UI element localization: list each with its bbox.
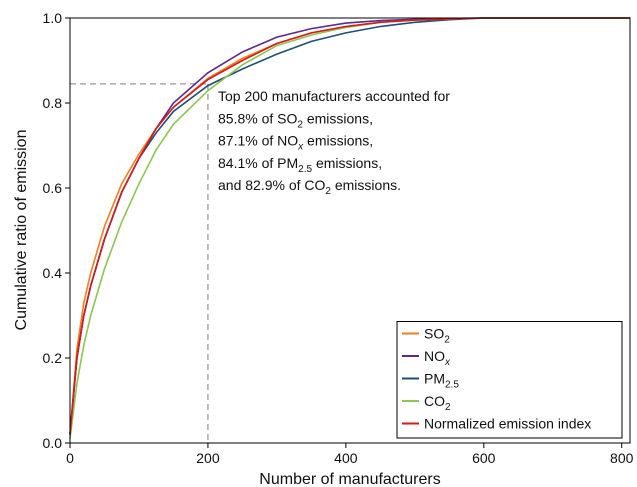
text-part: 84.1% of PM bbox=[218, 155, 298, 171]
plot-frame bbox=[69, 17, 631, 444]
text-part: emissions, bbox=[303, 110, 373, 126]
rich-text: PM2.5 bbox=[424, 371, 459, 391]
text-part: Top 200 manufacturers accounted for bbox=[218, 88, 450, 104]
text-part: Normalized emission index bbox=[424, 416, 591, 432]
x-tick-label: 800 bbox=[610, 450, 634, 466]
rich-text: Normalized emission index bbox=[424, 416, 591, 432]
text-part: emissions, bbox=[312, 155, 382, 171]
text-part: SO bbox=[424, 326, 444, 342]
subscript: 2.5 bbox=[298, 164, 312, 175]
y-tick-label: 0.6 bbox=[43, 180, 63, 196]
rich-text: NOx bbox=[424, 348, 451, 368]
text-part: emissions. bbox=[331, 177, 401, 193]
y-tick-label: 1.0 bbox=[43, 10, 63, 26]
subscript: x bbox=[297, 142, 304, 153]
x-tick-label: 400 bbox=[334, 450, 358, 466]
subscript: 2.5 bbox=[445, 380, 459, 391]
series-line bbox=[69, 17, 630, 435]
x-axis-label: Number of manufacturers bbox=[259, 471, 440, 487]
y-tick-label: 0.8 bbox=[43, 95, 63, 111]
x-tick-label: 0 bbox=[66, 450, 74, 466]
y-axis-label: Cumulative ratio of emission bbox=[13, 130, 30, 331]
subscript: 2 bbox=[325, 186, 331, 197]
text-part: PM bbox=[424, 371, 445, 387]
y-tick-label: 0.4 bbox=[43, 265, 63, 281]
text-part: and 82.9% of CO bbox=[218, 177, 326, 193]
rich-text: SO2 bbox=[424, 326, 450, 346]
text-part: 87.1% of NO bbox=[218, 133, 298, 149]
text-part: CO bbox=[424, 393, 445, 409]
rich-text: and 82.9% of CO2 emissions. bbox=[218, 177, 401, 197]
text-part: emissions, bbox=[303, 133, 373, 149]
text-part: NO bbox=[424, 348, 445, 364]
legend-box bbox=[396, 321, 623, 439]
subscript: 2 bbox=[297, 119, 303, 130]
y-tick-label: 0.0 bbox=[43, 435, 63, 451]
x-tick-label: 600 bbox=[472, 450, 496, 466]
x-tick-label: 200 bbox=[196, 450, 220, 466]
text-part: 85.8% of SO bbox=[218, 110, 297, 126]
rich-text: 85.8% of SO2 emissions, bbox=[218, 110, 373, 130]
rich-text: 84.1% of PM2.5 emissions, bbox=[218, 155, 382, 175]
y-tick-label: 0.2 bbox=[43, 350, 63, 366]
rich-text: Top 200 manufacturers accounted for bbox=[218, 88, 450, 104]
subscript: 2 bbox=[445, 402, 451, 413]
rich-text: 87.1% of NOx emissions, bbox=[218, 133, 373, 153]
subscript: 2 bbox=[444, 335, 450, 346]
subscript: x bbox=[444, 357, 451, 368]
rich-text: CO2 bbox=[424, 393, 451, 413]
